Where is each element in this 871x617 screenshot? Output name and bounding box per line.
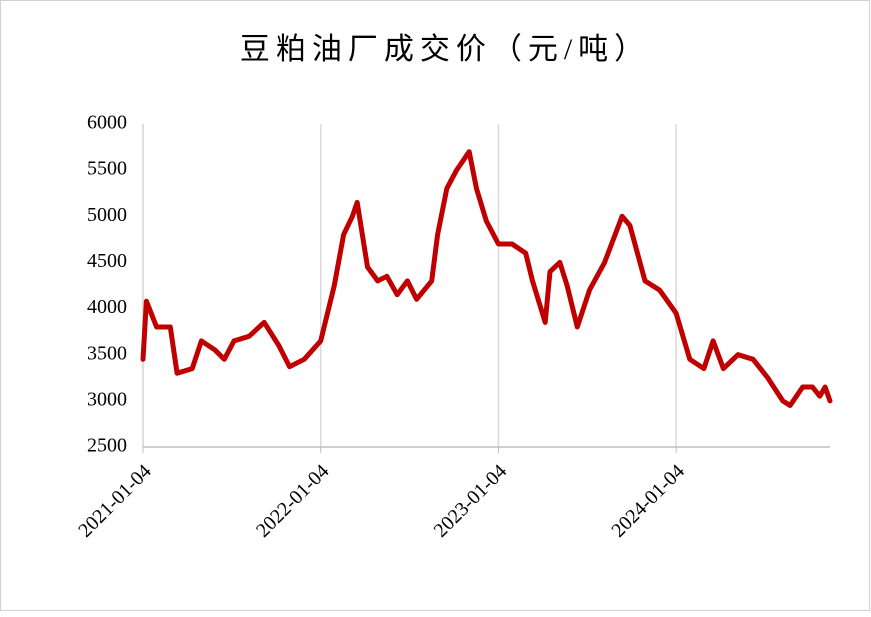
data-line (140, 149, 833, 408)
y-tick-label: 5500 (87, 158, 127, 180)
y-tick-label: 4000 (87, 296, 127, 318)
y-tick-label: 6000 (87, 112, 127, 134)
y-tick-label: 5000 (87, 204, 127, 226)
y-tick-label: 3500 (87, 342, 127, 364)
y-tick-label: 3000 (87, 388, 127, 410)
chart-title: 豆粕油厂成交价（元/吨） (240, 33, 650, 66)
y-tick-label: 4500 (87, 250, 127, 272)
y-tick-label: 2500 (87, 435, 127, 457)
